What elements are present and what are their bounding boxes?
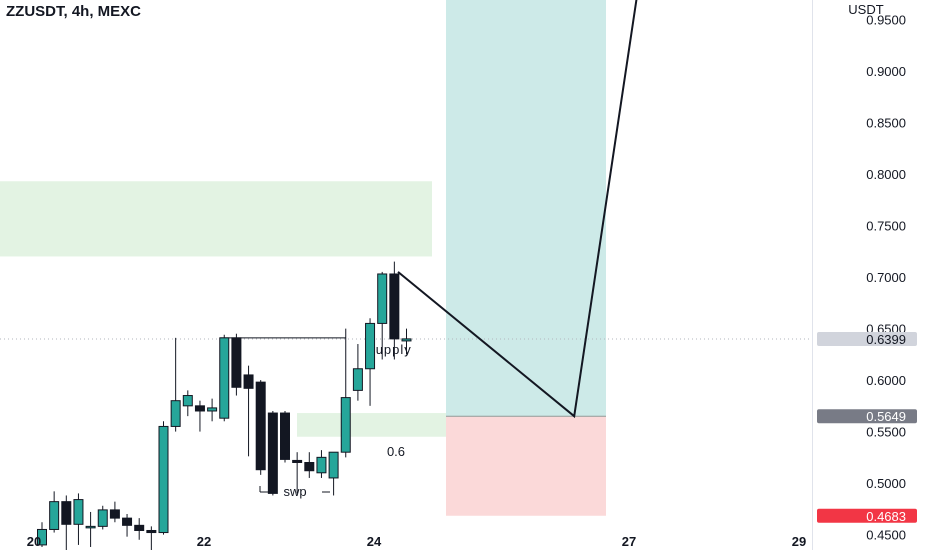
- candle: [73, 493, 84, 545]
- swp-label: swp: [283, 484, 306, 499]
- date-tick-label: 24: [367, 534, 382, 549]
- candle: [352, 344, 363, 401]
- candle: [49, 491, 60, 533]
- candle: [194, 400, 205, 432]
- date-tick-label: 27: [622, 534, 636, 549]
- candle: [170, 337, 181, 432]
- candle-body: [97, 509, 108, 527]
- price-tick-label: 0.4500: [866, 528, 906, 543]
- candle-body: [219, 337, 230, 419]
- price-badge-label: 0.6399: [866, 332, 906, 347]
- candle-body: [207, 407, 218, 412]
- candle-body: [340, 397, 351, 453]
- candle: [97, 505, 108, 530]
- candle-body: [158, 425, 169, 534]
- candle-body: [365, 322, 376, 370]
- candle-body: [377, 273, 388, 324]
- date-tick-label: 29: [792, 534, 806, 549]
- candle: [267, 410, 278, 496]
- candle: [134, 518, 145, 540]
- candle: [37, 522, 47, 547]
- price-tick-label: 0.7500: [866, 219, 906, 234]
- candle-body: [73, 499, 84, 525]
- candle-body: [316, 456, 327, 474]
- candle-body: [85, 525, 96, 529]
- candle: [243, 365, 254, 457]
- candle-body: [122, 517, 133, 526]
- candle: [304, 452, 315, 478]
- projection-path: [397, 0, 638, 419]
- candle: [328, 451, 339, 496]
- fib-label: 0.6: [387, 444, 405, 459]
- candle: [146, 526, 157, 550]
- chart-title: ZZUSDT, 4h, MEXC: [6, 3, 142, 20]
- target-zone: [446, 0, 606, 417]
- candle: [207, 398, 218, 422]
- price-badge: [817, 331, 917, 346]
- price-tick-label: 0.5500: [866, 425, 906, 440]
- price-tick-label: 0.5000: [866, 476, 906, 491]
- candle-body: [109, 509, 120, 519]
- candle-body: [304, 461, 315, 472]
- price-tick-label: 0.9000: [866, 64, 906, 79]
- candle-body: [37, 528, 47, 546]
- candle-body: [243, 374, 254, 389]
- candle-body: [61, 501, 72, 525]
- candle-body: [389, 273, 400, 340]
- candle: [85, 511, 96, 547]
- date-tick-label: 22: [197, 534, 211, 549]
- candle: [182, 390, 193, 417]
- price-tick-label: 0.6000: [866, 373, 906, 388]
- candle-body: [255, 381, 266, 471]
- price-badge: [817, 409, 917, 424]
- supply-label: supply: [368, 342, 412, 357]
- candle: [316, 450, 327, 478]
- candle-body: [134, 524, 145, 531]
- candle-body: [194, 405, 205, 412]
- candle: [365, 318, 376, 406]
- candle-body: [328, 451, 339, 479]
- candle-body: [182, 395, 193, 407]
- candle: [401, 328, 412, 355]
- candle-body: [231, 337, 242, 388]
- candle: [292, 452, 303, 494]
- price-tick-label: 0.7000: [866, 270, 906, 285]
- stop-zone: [446, 416, 606, 516]
- price-tick-label: 0.9500: [866, 13, 906, 28]
- supply-zone: [0, 181, 432, 257]
- candle: [122, 514, 133, 537]
- candle: [389, 261, 400, 360]
- candle: [61, 495, 72, 550]
- candle-body: [292, 459, 303, 463]
- price-badge-label: 0.4683: [866, 509, 906, 524]
- candle-body: [49, 501, 60, 530]
- candle-body: [170, 400, 181, 427]
- candle: [255, 380, 266, 475]
- candle-body: [267, 412, 278, 494]
- date-tick-label: 20: [27, 534, 41, 549]
- candle: [109, 501, 120, 523]
- candle: [340, 328, 351, 458]
- price-tick-label: 0.8500: [866, 116, 906, 131]
- price-tick-label: 0.8000: [866, 167, 906, 182]
- candle-body: [401, 338, 412, 342]
- candle-body: [146, 529, 157, 534]
- candle-body: [352, 368, 363, 391]
- price-badge-label: 0.5649: [866, 409, 906, 424]
- currency-label: USDT: [848, 2, 883, 17]
- candle: [377, 271, 388, 360]
- candle: [280, 410, 290, 463]
- candle: [231, 333, 242, 396]
- price-badge: [817, 508, 917, 523]
- candle: [219, 334, 230, 422]
- candle-body: [280, 412, 290, 460]
- candle: [158, 421, 169, 535]
